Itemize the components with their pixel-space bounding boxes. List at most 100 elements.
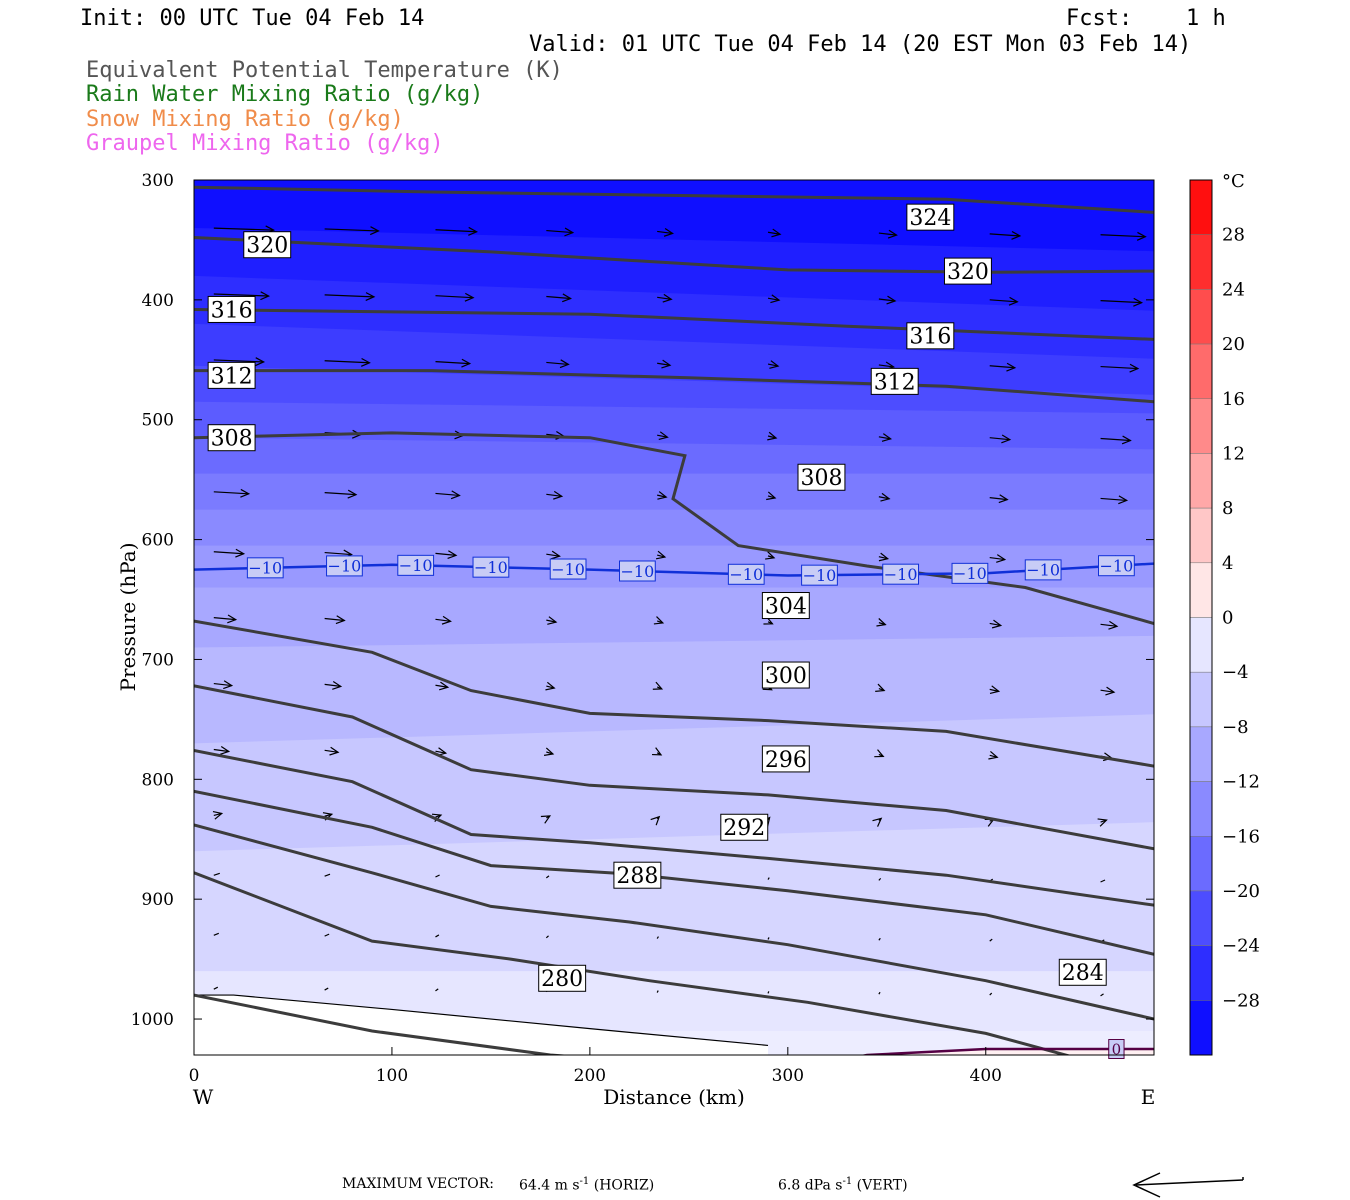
- legend-line-2: Rain Water Mixing Ratio (g/kg): [86, 82, 484, 107]
- theta-e-label-308-b: 308: [797, 463, 846, 491]
- temperature-label-0-7: −10: [801, 564, 838, 586]
- svg-text:0: 0: [1112, 1040, 1122, 1058]
- wind-vector-43: [989, 494, 1009, 504]
- wind-vector-23: [767, 360, 780, 369]
- theta-e-contour-296: [194, 749, 1154, 907]
- theta-e-contour-300: [194, 684, 1154, 851]
- wind-vector-5: [767, 228, 782, 238]
- wind-vector-48: [546, 550, 561, 560]
- wind-vector-102: [545, 935, 549, 939]
- wind-vector-105: [878, 937, 881, 941]
- svg-text:284: 284: [1062, 961, 1104, 986]
- wind-vector-104: [767, 937, 770, 940]
- wind-vector-59: [763, 616, 774, 625]
- wind-vector-19: [324, 357, 371, 367]
- svg-text:−10: −10: [1100, 556, 1134, 575]
- wind-vector-20: [435, 358, 472, 368]
- wind-vector-61: [989, 619, 1003, 629]
- svg-text:280: 280: [541, 967, 583, 992]
- wind-vector-18: [213, 357, 266, 367]
- wind-vector-12: [546, 293, 572, 303]
- svg-text:−10: −10: [328, 557, 362, 576]
- theta-e-contour-288: [194, 823, 1154, 1021]
- colorbar-label-13: −24: [1222, 936, 1260, 957]
- theta-e-label-304-a: 304: [761, 592, 810, 619]
- wind-vector-75: [543, 747, 555, 756]
- wind-vector-93: [545, 875, 550, 879]
- wind-vector-41: [766, 491, 777, 501]
- wind-vector-92: [435, 874, 440, 878]
- legend-line-3: Snow Mixing Ratio (g/kg): [86, 107, 404, 132]
- wind-vector-56: [435, 615, 452, 625]
- y-tick-label-800: 800: [142, 770, 174, 790]
- colorbar-segment-2: [1189, 289, 1213, 345]
- colorbar-label-8: −4: [1222, 662, 1249, 683]
- wind-vector-63: [213, 680, 234, 690]
- wind-vector-76: [652, 747, 663, 756]
- colorbar-unit: °C: [1222, 171, 1245, 192]
- wind-vector-7: [989, 230, 1022, 240]
- wind-vector-35: [1100, 435, 1132, 445]
- svg-text:−10: −10: [551, 560, 585, 579]
- wind-vector-33: [878, 433, 893, 442]
- svg-text:−10: −10: [729, 565, 763, 584]
- svg-text:−10: −10: [884, 565, 918, 584]
- y-axis-label: Pressure (hPa): [116, 543, 140, 692]
- wind-vector-55: [324, 615, 346, 625]
- wind-vector-71: [1100, 686, 1116, 696]
- x-axis-label: Distance (km): [603, 1085, 745, 1109]
- wind-vector-57: [546, 616, 558, 625]
- wind-vector-21: [546, 359, 570, 369]
- wind-vector-49: [655, 550, 667, 560]
- colorbar-segment-8: [1189, 617, 1213, 673]
- svg-text:292: 292: [723, 816, 765, 841]
- wind-vector-47: [435, 550, 458, 560]
- temperature-label-1-0: 0: [1108, 1039, 1125, 1060]
- wind-vector-3: [546, 227, 575, 237]
- forecast-label: Fcst:: [1066, 6, 1133, 31]
- plot-frame: [193, 179, 1155, 1056]
- colorbar-segment-6: [1189, 507, 1213, 564]
- legend-line-4: Graupel Mixing Ratio (g/kg): [86, 131, 444, 156]
- temperature-label-0-8: −10: [882, 563, 920, 585]
- colorbar-label-14: −28: [1222, 990, 1260, 1011]
- wind-vector-64: [324, 681, 343, 690]
- wind-vector-42: [878, 492, 891, 502]
- axes: 300 400 500 600 700 800 900 1000 0 100 200 300 400: [131, 171, 1154, 1086]
- wind-vector-39: [546, 490, 564, 500]
- wind-vector-96: [878, 877, 882, 881]
- wind-vector-66: [545, 681, 556, 691]
- wind-vector-17: [1100, 297, 1144, 307]
- theta-e-contour-316: [194, 308, 1154, 341]
- wind-vector-44: [1100, 495, 1129, 505]
- wind-vector-22: [657, 359, 672, 369]
- theta-e-contour-284: [194, 871, 1072, 1055]
- colorbar: 28 24 20 16 12 8 4 0 −4 −8 −12 −16 −20 −24 −28: [1189, 179, 1260, 1056]
- colorbar-label-1: 24: [1222, 279, 1245, 300]
- colorbar-label-0: 28: [1222, 225, 1245, 246]
- theta-e-label-284-a: 284: [1058, 958, 1107, 986]
- colorbar-label-10: −12: [1222, 772, 1260, 793]
- wind-vector-69: [875, 683, 886, 692]
- temperature-fill: [194, 180, 1154, 1055]
- wind-vector-115: [989, 992, 993, 996]
- wind-vector-26: [1100, 363, 1140, 373]
- forecast-hour: 1 h: [1186, 6, 1226, 31]
- y-tick-label-700: 700: [142, 650, 174, 670]
- wind-vector-87: [872, 817, 883, 827]
- svg-text:288: 288: [616, 864, 658, 889]
- svg-text:−10: −10: [1026, 561, 1060, 580]
- contour-labels: 324 320 320 316 316 312 312 308 308 304 300 296 292 2…: [207, 203, 1135, 1060]
- colorbar-label-4: 12: [1222, 443, 1245, 464]
- x-tick-label-0: 0: [189, 1066, 200, 1086]
- svg-text:308: 308: [800, 466, 842, 491]
- wind-vector-72: [213, 746, 231, 755]
- theta-e-label-292-a: 292: [720, 813, 769, 841]
- wind-vector-37: [324, 489, 358, 499]
- y-tick-label-400: 400: [142, 291, 174, 311]
- colorbar-label-11: −16: [1222, 826, 1260, 847]
- theta-e-label-308-a: 308: [207, 424, 256, 452]
- wind-vector-4: [657, 227, 674, 237]
- theta-e-label-320-b: 320: [943, 257, 992, 285]
- svg-text:320: 320: [947, 260, 989, 285]
